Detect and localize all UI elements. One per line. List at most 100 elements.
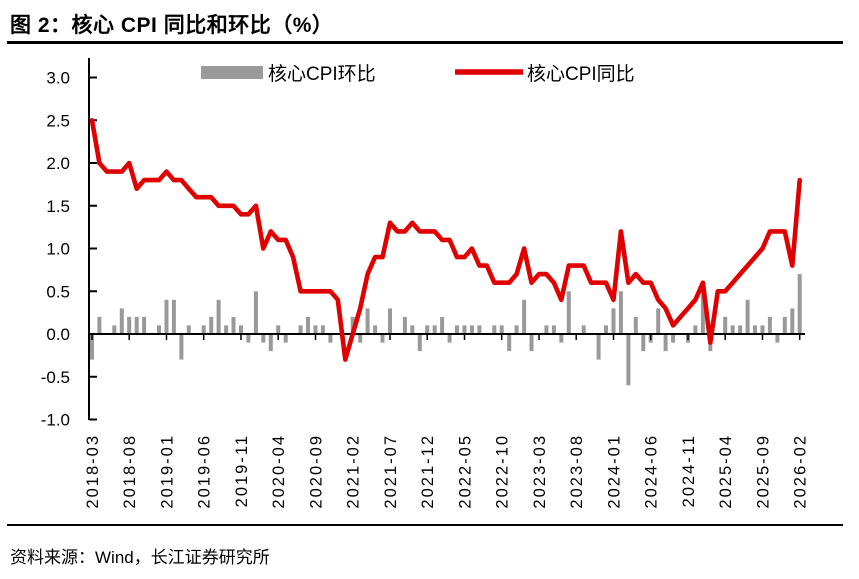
mom-bar (127, 316, 132, 334)
mom-bar (797, 274, 802, 334)
mom-bar (358, 334, 363, 343)
y-tick-label: -1.0 (41, 411, 70, 430)
mom-bar (693, 325, 698, 334)
yoy-line (89, 118, 803, 362)
mom-bar (760, 325, 765, 334)
x-tick-label: 2020-04 (270, 434, 288, 509)
mom-bar (730, 325, 735, 334)
legend: 核心CPI环比 核心CPI同比 (201, 63, 635, 85)
mom-bar (782, 316, 787, 334)
mom-bar (596, 334, 601, 360)
mom-bar (320, 325, 325, 334)
mom-bar (447, 334, 452, 343)
mom-bar (246, 334, 251, 343)
mom-bar (671, 334, 676, 343)
x-tick-label: 2019-06 (196, 434, 214, 509)
mom-bar (492, 325, 497, 334)
mom-bar (134, 316, 139, 334)
x-tick-label: 2024-06 (643, 434, 661, 509)
mom-bar (365, 308, 370, 334)
mom-bar (425, 325, 430, 334)
cpi-chart: 核心CPI环比 核心CPI同比 3.0 2.5 2.0 1.5 1.0 0.5 0.0 -0.… (41, 58, 810, 509)
x-tick-label: 2023-08 (568, 434, 586, 509)
mom-bar (380, 334, 385, 343)
mom-bar (440, 316, 445, 334)
mom-bar (142, 316, 147, 334)
y-tick-label: 2.5 (46, 111, 70, 130)
mom-bar (276, 325, 281, 334)
mom-bar (186, 325, 191, 334)
mom-bars (90, 274, 802, 386)
mom-bar (179, 334, 184, 360)
mom-bar (455, 325, 459, 334)
axes (88, 58, 805, 421)
bottom-rule (7, 524, 843, 526)
y-tick-label: 0.0 (46, 325, 70, 344)
mom-bar (268, 334, 273, 352)
legend-bar-swatch (201, 66, 263, 79)
plot-area: 3.0 2.5 2.0 1.5 1.0 0.5 0.0 -0.5 -1.0 2018-03 2018… (41, 58, 810, 509)
source-note: 资料来源：Wind，长江证券研究所 (10, 548, 270, 567)
mom-bar (253, 291, 258, 335)
y-tick-label: 0.5 (46, 282, 70, 301)
mom-bar (618, 291, 623, 335)
mom-bar (306, 316, 310, 334)
mom-bar (633, 316, 638, 334)
y-tick-label: 3.0 (46, 69, 70, 88)
mom-bar (112, 325, 117, 334)
mom-bar (417, 334, 422, 352)
mom-bar (775, 334, 780, 343)
title-rule (7, 41, 843, 44)
mom-bar (469, 325, 474, 334)
mom-bar (432, 325, 437, 334)
mom-bar (97, 316, 102, 334)
mom-bar (298, 325, 303, 334)
x-tick-label: 2025-04 (717, 434, 735, 509)
x-tick-label: 2018-03 (84, 434, 102, 509)
mom-bar (544, 325, 549, 334)
x-tick-label: 2021-07 (382, 434, 400, 509)
mom-bar (522, 299, 527, 334)
mom-bar (90, 334, 94, 360)
mom-bar (626, 334, 631, 386)
legend-line-label: 核心CPI同比 (527, 63, 635, 85)
mom-bar (551, 325, 556, 334)
mom-bar (402, 316, 407, 334)
x-tick-label: 2023-03 (531, 434, 549, 509)
mom-bar (604, 325, 608, 334)
mom-bar (164, 299, 169, 334)
mom-bar (723, 316, 728, 334)
mom-bar (529, 334, 534, 352)
mom-bar (499, 325, 504, 334)
x-tick-label: 2019-11 (233, 434, 251, 507)
x-tick-label: 2024-01 (606, 434, 624, 509)
mom-bar (656, 308, 661, 334)
mom-bar (514, 325, 519, 334)
mom-bar (700, 291, 705, 335)
y-tick-label: -0.5 (41, 368, 70, 387)
mom-bar (216, 299, 221, 334)
mom-bar (119, 308, 124, 334)
mom-bar (373, 325, 378, 334)
mom-bar (641, 334, 646, 352)
mom-bar (261, 334, 266, 343)
mom-bar (239, 325, 243, 334)
x-tick-label: 2026-02 (792, 434, 810, 509)
mom-bar (201, 325, 206, 334)
mom-bar (559, 334, 564, 343)
x-tick-label: 2024-11 (680, 434, 698, 507)
mom-bar (477, 325, 482, 334)
mom-bar (171, 299, 176, 334)
mom-bar (410, 325, 415, 334)
mom-bar (209, 316, 214, 334)
mom-bar (313, 325, 318, 334)
figure-title: 图 2：核心 CPI 同比和环比（%） (10, 14, 334, 37)
mom-bar (350, 316, 355, 334)
mom-bar (767, 316, 772, 334)
x-tick-label: 2019-01 (159, 434, 177, 509)
mom-bar (745, 299, 750, 334)
mom-bar (224, 325, 229, 334)
x-tick-label: 2018-08 (121, 434, 139, 509)
mom-bar (157, 325, 161, 334)
